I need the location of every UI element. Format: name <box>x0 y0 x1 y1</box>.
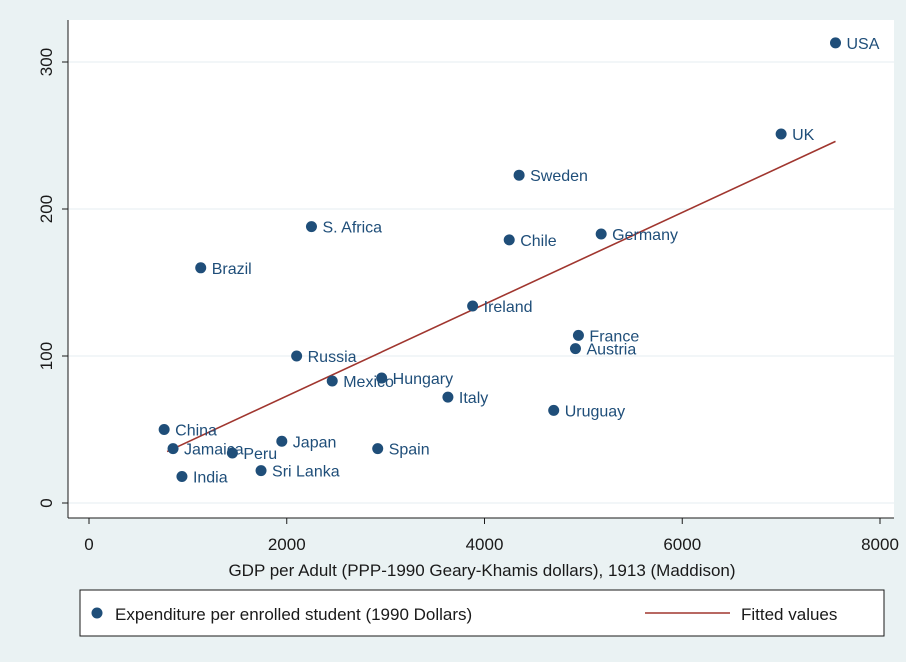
legend: Expenditure per enrolled student (1990 D… <box>79 589 885 637</box>
point-label: France <box>589 328 639 345</box>
point-label: Japan <box>293 434 337 451</box>
point-label: Russia <box>308 349 357 366</box>
fitted-line-layer <box>166 140 836 453</box>
x-axis-label: GDP per Adult (PPP-1990 Geary-Khamis dol… <box>228 561 735 580</box>
point-label: S. Africa <box>322 220 382 237</box>
legend-label-fit: Fitted values <box>741 605 837 624</box>
point-s-africa <box>305 221 317 233</box>
legend-label-scatter: Expenditure per enrolled student (1990 D… <box>115 605 472 624</box>
y-tick-label: 0 <box>37 498 56 507</box>
point-label: Uruguay <box>565 403 625 420</box>
point-label: Ireland <box>484 299 533 316</box>
grid-lines <box>68 61 894 504</box>
point-japan <box>276 435 288 447</box>
point-hungary <box>376 372 388 384</box>
point-label: Germany <box>612 227 678 244</box>
fitted-values-line <box>166 140 836 453</box>
point-label: UK <box>792 127 815 144</box>
point-label: Peru <box>243 446 277 463</box>
point-sri-lanka <box>255 465 267 477</box>
x-tick-label: 4000 <box>466 535 504 554</box>
point-usa <box>830 37 842 49</box>
point-ireland <box>467 300 479 312</box>
point-brazil <box>195 262 207 274</box>
point-spain <box>372 443 384 455</box>
point-label: Sri Lanka <box>272 464 340 481</box>
point-china <box>158 424 170 435</box>
point-mexico <box>326 375 338 387</box>
point-italy <box>442 391 454 403</box>
y-tick-label: 300 <box>37 48 56 76</box>
point-label: Chile <box>520 233 557 250</box>
point-label: USA <box>847 36 880 53</box>
point-label: Brazil <box>212 261 252 278</box>
point-uruguay <box>548 404 560 416</box>
y-tick-label: 200 <box>37 195 56 223</box>
point-label: India <box>193 470 228 487</box>
x-tick-label: 0 <box>84 535 93 554</box>
scatter-points-layer: USA UK Sweden Germany Chile S. Africa Brazil Ir… <box>158 36 880 487</box>
x-tick-label: 8000 <box>861 535 899 554</box>
point-peru <box>226 447 238 459</box>
point-label: China <box>175 423 217 440</box>
point-label: Hungary <box>393 371 453 388</box>
legend-box <box>79 589 885 637</box>
point-jamaica <box>167 443 179 455</box>
point-label: Sweden <box>530 168 588 185</box>
point-austria <box>569 343 581 355</box>
x-tick-label: 2000 <box>268 535 306 554</box>
point-russia <box>291 350 303 362</box>
x-axis-ticks: 0 2000 4000 6000 8000 <box>84 518 899 554</box>
point-india <box>176 471 188 483</box>
legend-marker-scatter <box>91 607 103 619</box>
point-sweden <box>513 169 525 181</box>
point-chile <box>503 234 515 246</box>
y-axis-ticks: 0 100 200 300 <box>37 48 68 508</box>
point-uk <box>775 128 787 140</box>
y-tick-label: 100 <box>37 342 56 370</box>
point-label: Austria <box>586 342 636 359</box>
point-germany <box>595 228 607 240</box>
point-france <box>572 329 584 341</box>
point-label: Italy <box>459 390 488 407</box>
x-tick-label: 6000 <box>663 535 701 554</box>
point-label: Spain <box>389 442 430 459</box>
